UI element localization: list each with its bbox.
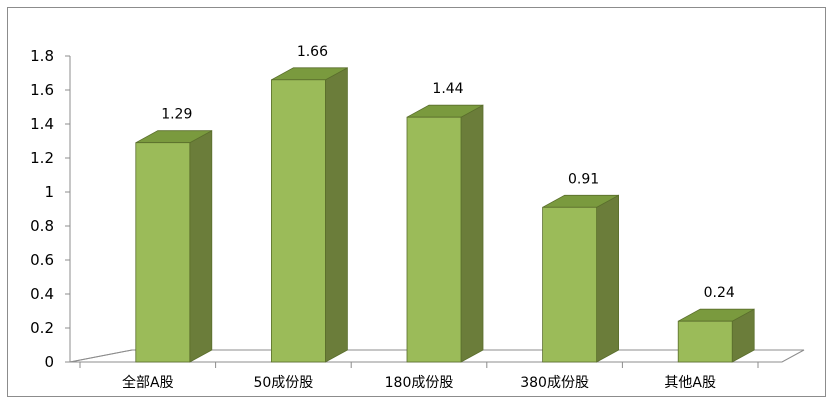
bar [270, 67, 348, 363]
bar-front-face [542, 206, 597, 363]
y-tick-label: 1.6 [30, 81, 54, 99]
x-category-label: 50成份股 [253, 375, 313, 391]
y-tick-label: 0.2 [30, 319, 54, 337]
bar-front-face [677, 320, 733, 363]
y-tick-label: 0.8 [30, 217, 54, 235]
bars-group [135, 67, 755, 363]
bar-front-face [135, 142, 191, 363]
floor-left-edge [69, 349, 133, 363]
x-axis: 全部A股 50成份股 180成份股 380成份股 其他A股 [70, 361, 782, 391]
data-label: 1.44 [432, 81, 463, 97]
bar [542, 194, 619, 363]
x-category-label: 其他A股 [664, 375, 716, 391]
bar-side-face [596, 194, 619, 363]
y-tick-label: 1.8 [30, 47, 54, 65]
y-tick-label: 0 [44, 353, 54, 371]
data-label: 0.91 [568, 171, 599, 187]
y-tick-label: 1.2 [30, 149, 54, 167]
x-category-label: 全部A股 [122, 374, 174, 391]
bar [406, 104, 484, 363]
y-tick-label: 1 [44, 183, 54, 201]
y-axis: 0 0.2 0.4 0.6 0.8 1 1.2 1.4 1.6 1.8 [30, 47, 71, 371]
bar [135, 130, 213, 363]
data-label: 1.66 [297, 44, 328, 60]
y-tick-label: 0.6 [30, 251, 54, 269]
x-category-label: 380成份股 [520, 375, 589, 391]
bar-front-face [406, 116, 462, 363]
bar-side-face [189, 130, 213, 363]
x-category-label: 180成份股 [385, 375, 454, 391]
bar-side-face [460, 104, 484, 363]
data-label: 1.29 [161, 107, 192, 123]
data-labels-group: 1.29 1.66 1.44 0.91 0.24 [161, 44, 735, 301]
bar [677, 308, 755, 363]
bar-side-face [324, 67, 348, 363]
data-label: 0.24 [704, 285, 735, 301]
y-tick-label: 0.4 [30, 285, 54, 303]
bar-front-face [270, 79, 326, 363]
y-tick-label: 1.4 [30, 115, 54, 133]
